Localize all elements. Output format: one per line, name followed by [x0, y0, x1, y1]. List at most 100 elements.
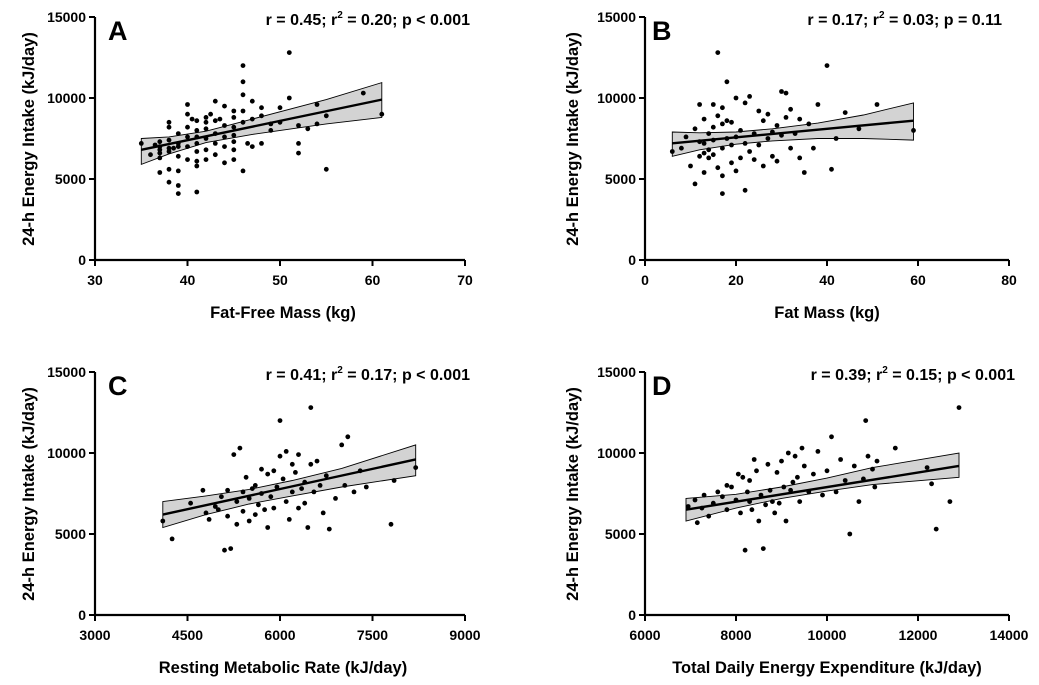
data-point [240, 119, 246, 125]
data-point [833, 136, 839, 141]
y-tick-label: 0 [78, 607, 86, 623]
data-point [194, 189, 200, 195]
data-point [745, 489, 750, 495]
data-point [760, 118, 766, 124]
data-point [314, 458, 320, 464]
data-point [259, 491, 264, 496]
data-point [219, 494, 224, 500]
data-point [715, 489, 721, 495]
data-point [240, 108, 246, 114]
data-point [148, 152, 153, 158]
data-point [320, 510, 326, 516]
data-point [792, 453, 798, 459]
data-point [856, 126, 862, 132]
data-point [824, 468, 830, 474]
data-point [157, 144, 163, 150]
data-point [249, 98, 255, 104]
data-point [185, 157, 190, 163]
data-point [724, 118, 730, 124]
data-point [740, 474, 746, 480]
y-tick-label: 0 [628, 607, 636, 623]
data-point [203, 510, 209, 516]
data-point [797, 155, 803, 161]
data-point [357, 468, 363, 474]
data-point [240, 92, 246, 98]
data-point [774, 158, 780, 164]
data-point [271, 468, 277, 474]
data-point [243, 474, 249, 480]
data-point [815, 102, 821, 107]
data-point [874, 458, 880, 464]
data-point [240, 168, 246, 174]
data-point [246, 496, 252, 501]
data-point [692, 497, 698, 503]
data-point [194, 134, 200, 140]
data-point [246, 518, 252, 524]
x-axis-title-b: Fat Mass (kg) [774, 304, 879, 322]
data-point [293, 470, 298, 475]
x-tick-label: 8000 [720, 627, 751, 643]
data-point [683, 134, 689, 140]
data-point [360, 90, 366, 96]
data-point [929, 481, 934, 487]
data-point [697, 139, 702, 145]
regression-line-a [141, 98, 382, 152]
data-point [692, 126, 698, 132]
data-point [237, 445, 243, 451]
data-point [222, 160, 227, 166]
data-point [277, 453, 283, 459]
data-point [157, 155, 163, 161]
data-point [724, 483, 730, 488]
data-point [234, 499, 240, 504]
data-point [194, 158, 200, 164]
data-point [249, 144, 255, 150]
data-point [413, 465, 419, 470]
data-point [806, 121, 812, 127]
data-point [801, 170, 807, 175]
data-point [166, 119, 172, 125]
data-point [175, 168, 181, 174]
data-point [829, 166, 834, 172]
stats-a: r = 0.45; r2 = 0.20; p < 0.001 [266, 10, 470, 29]
data-point [206, 517, 212, 522]
data-point [724, 507, 730, 513]
data-point [688, 163, 693, 169]
data-point [296, 452, 301, 457]
y-tick-label: 15000 [47, 9, 86, 25]
data-point [166, 166, 172, 172]
data-point [779, 132, 784, 138]
y-tick-label: 10000 [47, 445, 86, 461]
data-point [268, 121, 274, 127]
data-point [863, 418, 869, 423]
data-point [256, 502, 261, 508]
data-point [738, 127, 743, 133]
data-point [701, 170, 707, 175]
data-point [268, 127, 274, 133]
data-point [729, 160, 734, 166]
y-ticks-c: 0 5000 10000 15000 [47, 364, 95, 623]
data-point [715, 113, 721, 119]
data-point [259, 141, 264, 146]
data-point [265, 525, 271, 530]
y-tick-label: 10000 [597, 90, 636, 106]
y-tick-label: 15000 [47, 364, 86, 380]
data-point [259, 105, 264, 111]
y-tick-label: 5000 [55, 526, 86, 542]
data-point [738, 510, 743, 516]
data-point [933, 526, 939, 532]
data-point [283, 499, 289, 504]
y-tick-label: 10000 [597, 445, 636, 461]
data-point [765, 136, 771, 141]
data-point [699, 505, 705, 511]
data-point [765, 461, 771, 467]
data-point [296, 141, 301, 146]
data-point [222, 103, 227, 109]
data-point [694, 520, 700, 526]
data-point [299, 486, 304, 491]
data-point [212, 504, 218, 509]
data-point [724, 136, 730, 141]
data-point [157, 139, 163, 145]
data-point [770, 499, 775, 504]
data-point [772, 510, 778, 516]
data-point [212, 98, 218, 104]
